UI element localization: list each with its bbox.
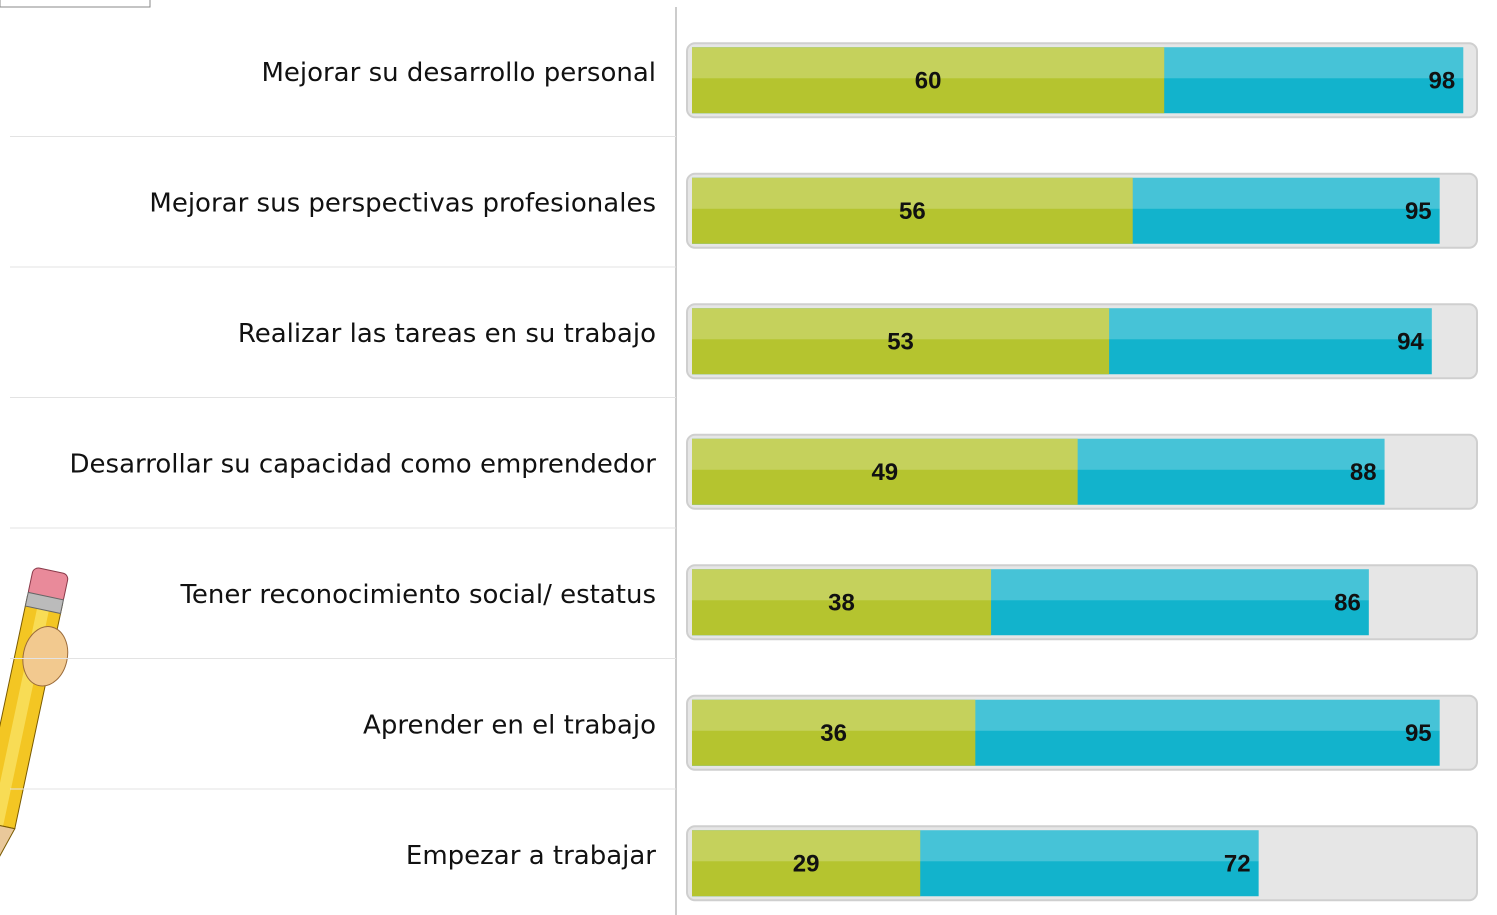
value-label: 29 — [793, 851, 820, 878]
category-label: Desarrollar su capacidad como emprendedo… — [70, 449, 657, 479]
value-label: 36 — [820, 720, 847, 747]
category-label: Mejorar sus perspectivas profesionales — [149, 188, 656, 218]
value-label: 38 — [828, 590, 855, 617]
pencil — [0, 567, 84, 891]
value-label: 95 — [1405, 720, 1432, 747]
value-label: 95 — [1405, 198, 1432, 225]
table-fragment — [0, 0, 150, 7]
value-label: 86 — [1334, 590, 1361, 617]
category-label: Aprender en el trabajo — [363, 710, 656, 740]
value-label: 60 — [915, 68, 942, 95]
value-label: 53 — [887, 329, 914, 356]
category-label: Mejorar su desarrollo personal — [261, 58, 656, 88]
chart: Mejorar su desarrollo personal 98 60 Mejora… — [0, 0, 1497, 915]
value-label: 72 — [1224, 851, 1251, 878]
value-label: 98 — [1429, 68, 1456, 95]
value-label: 88 — [1350, 459, 1377, 486]
value-label: 49 — [871, 459, 898, 486]
value-label: 94 — [1397, 329, 1424, 356]
category-label: Empezar a trabajar — [406, 841, 656, 871]
category-label: Tener reconocimiento social/ estatus — [179, 580, 656, 610]
category-label: Realizar las tareas en su trabajo — [238, 319, 656, 349]
value-label: 56 — [899, 198, 926, 225]
